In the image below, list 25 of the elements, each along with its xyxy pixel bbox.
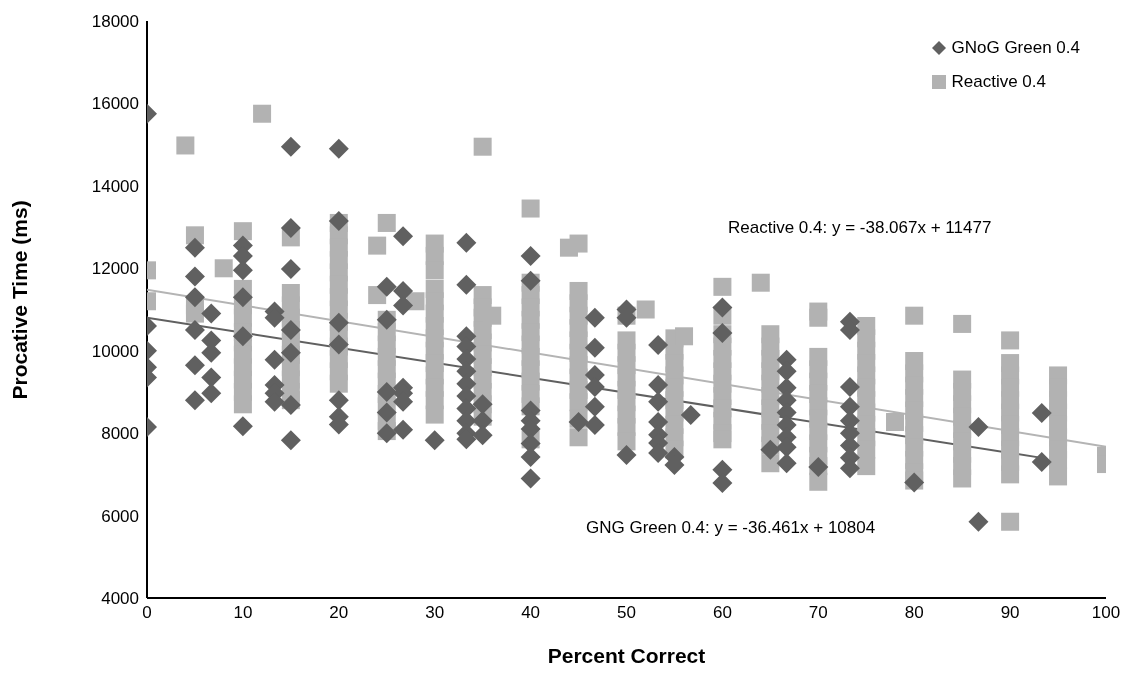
x-tick-label: 70 <box>808 603 828 623</box>
y-tick-label: 4000 <box>101 589 139 609</box>
x-tick-label: 90 <box>1000 603 1020 623</box>
x-tick-label: 80 <box>904 603 924 623</box>
x-tick-label: 50 <box>617 603 636 623</box>
annotation: GNG Green 0.4: y = -36.461x + 10804 <box>586 518 876 538</box>
y-tick-label: 16000 <box>91 94 139 114</box>
x-tick-label: 20 <box>329 603 349 623</box>
x-tick-label: 10 <box>233 603 253 623</box>
legend-label: GNoG Green 0.4 <box>951 38 1080 58</box>
legend-label: Reactive 0.4 <box>951 72 1046 92</box>
y-tick-label: 10000 <box>91 341 139 361</box>
x-tick-label: 100 <box>1091 603 1121 623</box>
y-tick-label: 6000 <box>101 506 139 526</box>
x-axis-title: Percent Correct <box>547 644 706 667</box>
x-tick-label: 30 <box>425 603 445 623</box>
annotation: Reactive 0.4: y = -38.067x + 11477 <box>728 218 992 238</box>
y-tick-label: 12000 <box>91 259 139 279</box>
x-tick-label: 60 <box>712 603 732 623</box>
y-tick-label: 8000 <box>101 424 139 444</box>
y-tick-label: 18000 <box>91 12 139 32</box>
x-tick-label: 0 <box>142 603 152 623</box>
x-tick-label: 40 <box>521 603 541 623</box>
y-tick-label: 14000 <box>91 176 139 196</box>
y-axis-title: Procative Time (ms) <box>8 200 32 400</box>
